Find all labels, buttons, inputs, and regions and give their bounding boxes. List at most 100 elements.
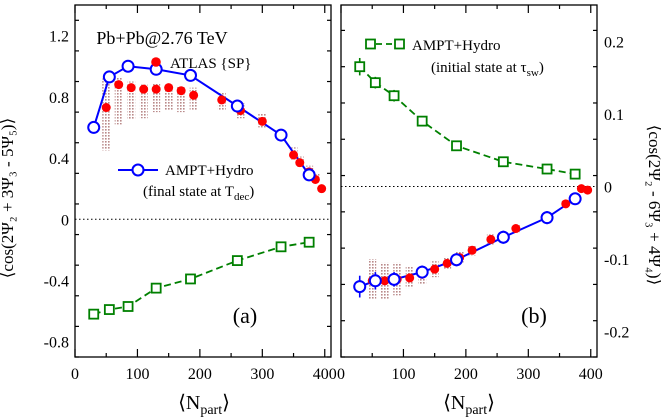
panel-a-final-point xyxy=(230,99,244,113)
panel-b-atlas-point xyxy=(511,224,521,234)
panel-b: 0 100 200 300 400 -0.2 -0.1 0 0.1 0.2 AMPT+Hydro … xyxy=(337,4,661,417)
panel-b-x-tick-label: 200 xyxy=(454,366,478,383)
panel-a-final-point xyxy=(121,59,135,73)
panel-a-atlas-point xyxy=(151,84,161,94)
panel-b-final-point xyxy=(450,253,464,267)
panel-a-atlas-point xyxy=(164,83,174,93)
legend-initial-sublabel: (initial state at τsw) xyxy=(431,60,544,79)
panel-a-y-tick-label: 1.2 xyxy=(49,29,69,46)
panel-a-label: (a) xyxy=(233,303,257,328)
panel-a-y-tick-label: -0.4 xyxy=(44,273,69,290)
panel-a-initial-point xyxy=(150,282,162,294)
panel-a-atlas-point xyxy=(289,150,299,160)
panel-a-atlas-point xyxy=(257,116,267,126)
panel-b-initial-point xyxy=(569,168,581,180)
panel-b-y-tick-label: -0.2 xyxy=(604,325,629,342)
legend-final-label: AMPT+Hydro xyxy=(165,163,253,179)
panel-a-atlas-point xyxy=(176,86,186,96)
legend-initial-marker-right xyxy=(394,38,405,50)
panel-a-sys-band xyxy=(114,76,123,125)
panel-b-y-axis-title: ⟨cos(2Ψ₂ - 6Ψ₃ + 4Ψ₄)⟩ xyxy=(645,125,661,285)
panel-b-final-point xyxy=(387,272,401,286)
panel-a-y-tick-label: 0.8 xyxy=(49,90,69,107)
panel-a-initial-point xyxy=(231,255,243,266)
panel-a-frame xyxy=(74,4,332,358)
panel-b-x-tick-label: 0 xyxy=(337,366,345,383)
panel-a-initial-point xyxy=(185,273,196,285)
panel-b-initial-point xyxy=(416,115,428,127)
panel-b-y-tick-label: 0.1 xyxy=(604,107,624,124)
panel-b-y-tick-label: 0.2 xyxy=(604,34,624,51)
panel-b-final-point xyxy=(368,274,382,288)
legend-atlas-label: ATLAS {SP} xyxy=(170,56,252,72)
panel-a-x-tick-label: 400 xyxy=(313,366,337,383)
panel-a-final-point xyxy=(102,70,116,84)
panel-a-initial-point xyxy=(275,241,287,253)
panel-a-initial-point xyxy=(122,301,134,312)
panel-a-sys-band xyxy=(152,83,161,113)
panel-b-frame xyxy=(340,4,598,358)
panel-b-label: (b) xyxy=(521,303,547,328)
legend-initial-label: AMPT+Hydro xyxy=(412,38,500,54)
panel-a-x-tick-label: 100 xyxy=(125,366,149,383)
legend-initial: AMPT+Hydro (initial state at τsw) xyxy=(365,38,544,79)
panel-b-final-point xyxy=(568,192,582,206)
panel-b-atlas-point xyxy=(380,276,390,286)
panel-a-atlas-point xyxy=(101,103,111,113)
panel-a-y-tick-label: -0.8 xyxy=(44,335,69,352)
panel-b-initial-point xyxy=(451,140,462,152)
panel-a-y-tick-label: 0 xyxy=(61,212,69,229)
panel-a-sys-band xyxy=(139,84,148,119)
panel-b-final-point xyxy=(353,280,367,294)
panel-b-initial-point xyxy=(388,90,400,102)
panel-a-final-point xyxy=(184,68,198,82)
panel-b-final-point xyxy=(540,211,554,225)
panel-a-final-line xyxy=(92,65,310,176)
panel-a-atlas-point xyxy=(295,158,305,168)
panel-a-initial-point xyxy=(103,304,115,315)
panel-a-system-label: Pb+Pb@2.76 TeV xyxy=(96,28,227,48)
panel-b-initial-point xyxy=(369,77,381,89)
panel-b-initial-point xyxy=(354,61,366,73)
panel-b-x-tick-label: 100 xyxy=(391,366,415,383)
panel-a-x-axis-title: ⟨Npart⟩ xyxy=(178,392,230,417)
panel-a-x-tick-label: 300 xyxy=(250,366,274,383)
panel-b-atlas-point xyxy=(405,273,415,283)
panel-b-x-axis-title: ⟨Npart⟩ xyxy=(443,392,495,417)
panel-b-x-tick-label: 300 xyxy=(516,366,540,383)
legend-initial-marker-left xyxy=(365,38,376,50)
legend-final-sublabel: (final state at Tdec) xyxy=(143,184,254,203)
panel-a-sys-band xyxy=(127,81,136,120)
panel-a-x-tick-label: 200 xyxy=(188,366,212,383)
panel-a-sys-band xyxy=(102,78,111,151)
panel-a-x-tick-label: 0 xyxy=(71,366,79,383)
panel-b-x-tick-label: 400 xyxy=(579,366,603,383)
panel-b-atlas-point xyxy=(583,185,593,195)
legend-atlas-marker xyxy=(151,57,161,67)
panel-a-final-point xyxy=(274,128,288,142)
panel-b-initial-point xyxy=(497,156,509,168)
panel-b-atlas-point xyxy=(467,245,477,255)
panel-a-initial-point xyxy=(88,308,100,320)
panel-b-atlas-point xyxy=(442,258,452,268)
panel-a-atlas-point xyxy=(126,83,136,93)
panel-b-atlas-point xyxy=(561,199,571,209)
panel-a-atlas-point xyxy=(217,95,227,105)
panel-a-atlas-point xyxy=(189,90,199,100)
legend-final-marker xyxy=(131,163,145,177)
panel-b-y-tick-label: 0 xyxy=(604,179,612,196)
panel-b-y-tick-label: -0.1 xyxy=(604,252,629,269)
panel-b-initial-point xyxy=(541,163,553,175)
legend-atlas: ATLAS {SP} xyxy=(151,56,252,72)
panel-a-initial-point xyxy=(303,236,315,248)
panel-b-final-point xyxy=(496,230,510,244)
panel-b-atlas-point xyxy=(430,264,440,274)
panel-a: 0 100 200 300 400 -0.8 -0.4 0 0.4 0.8 1.2 Pb+Pb@2.… xyxy=(0,4,337,417)
panel-a-atlas-point xyxy=(139,84,149,94)
panel-a-final-point xyxy=(302,168,316,182)
panel-b-initial-line xyxy=(359,66,576,175)
panel-a-sys-band xyxy=(164,84,173,111)
panel-a-atlas-point xyxy=(317,184,327,194)
panel-a-y-axis-title: ⟨cos(2Ψ₂ + 3Ψ₃ - 5Ψ₅)⟩ xyxy=(0,118,17,278)
